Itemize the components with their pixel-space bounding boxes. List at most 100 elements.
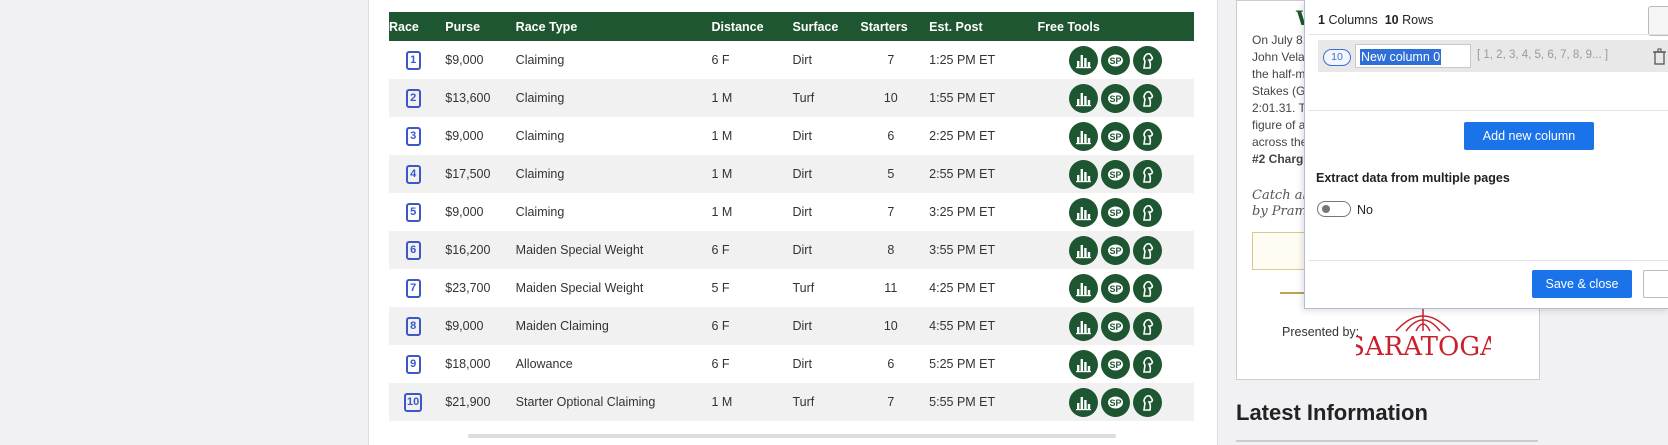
panel-divider [1308, 34, 1668, 35]
sidebar-callout-box [1252, 232, 1313, 270]
sp-icon[interactable]: SP [1101, 235, 1131, 265]
race-number-link[interactable]: 9 [405, 354, 421, 374]
bar-chart-icon[interactable] [1069, 235, 1099, 265]
sidebar-text-line: across the [1252, 135, 1308, 149]
sp-icon[interactable]: SP [1101, 349, 1131, 379]
bar-chart-icon[interactable] [1069, 349, 1099, 379]
table-header-row: Race Purse Race Type Distance Surface Starter… [389, 12, 1194, 41]
saratoga-logo[interactable]: SARATOGA [1356, 305, 1491, 365]
horse-head-icon[interactable] [1133, 197, 1163, 227]
save-close-button[interactable]: Save & close [1532, 270, 1632, 298]
latest-information-heading: Latest Information [1236, 400, 1428, 425]
free-tools-cell: SP [1038, 231, 1194, 269]
column-name-input[interactable]: New column 0 [1355, 44, 1471, 68]
bar-chart-icon[interactable] [1069, 311, 1099, 341]
race-number-link[interactable]: 8 [405, 316, 421, 336]
horse-head-icon[interactable] [1133, 235, 1163, 265]
race-type-cell: Claiming [515, 53, 565, 67]
horse-head-icon[interactable] [1133, 311, 1163, 341]
bar-chart-icon[interactable] [1069, 121, 1099, 151]
starters-cell: 6 [887, 129, 895, 143]
sidebar-text-line: 2:01.31. T [1252, 101, 1306, 115]
sp-icon[interactable]: SP [1101, 83, 1131, 113]
horse-head-icon[interactable] [1133, 45, 1163, 75]
horse-head-icon[interactable] [1133, 83, 1163, 113]
race-number-link[interactable]: 2 [405, 88, 421, 108]
sp-icon[interactable]: SP [1101, 273, 1131, 303]
horizontal-scrollbar[interactable] [468, 434, 1116, 438]
race-type-cell: Claiming [515, 91, 565, 105]
horse-head-icon[interactable] [1133, 387, 1163, 417]
race-number-link[interactable]: 10 [404, 392, 423, 412]
panel-menu-button[interactable] [1648, 6, 1668, 36]
sp-icon[interactable]: SP [1101, 121, 1131, 151]
free-tools-cell: SP [1038, 307, 1194, 345]
starters-cell: 7 [887, 53, 895, 67]
surface-cell: Dirt [792, 243, 812, 257]
column-preview-values: [ 1, 2, 3, 4, 5, 6, 7, 8, 9... ] [1477, 49, 1609, 61]
sp-icon[interactable]: SP [1101, 45, 1131, 75]
cancel-button[interactable] [1643, 270, 1668, 298]
race-number-link[interactable]: 6 [405, 240, 421, 260]
header-race-type: Race Type [515, 19, 578, 34]
post-time-cell: 2:55 PM ET [929, 167, 996, 181]
horse-head-icon[interactable] [1133, 349, 1163, 379]
bar-chart-icon[interactable] [1069, 387, 1099, 417]
free-tools-cell: SP [1038, 193, 1194, 231]
race-number-link[interactable]: 5 [405, 202, 421, 222]
sidebar-catch-text: Catch all by Pram [1252, 188, 1311, 220]
distance-cell: 6 F [711, 243, 730, 257]
free-tools-cell: SP [1038, 383, 1194, 421]
table-row: 7 $23,700 Maiden Special Weight 5 F Turf 11 4:… [389, 269, 1194, 307]
table-row: 3 $9,000 Claiming 1 M Dirt 6 2:25 PM ET SP [389, 117, 1194, 155]
free-tools-cell: SP [1038, 155, 1194, 193]
toggle-knob[interactable] [1322, 205, 1330, 213]
purse-cell: $9,000 [445, 129, 484, 143]
bar-chart-icon[interactable] [1069, 273, 1099, 303]
post-time-cell: 3:25 PM ET [929, 205, 996, 219]
surface-cell: Turf [792, 395, 815, 409]
sp-icon[interactable]: SP [1101, 159, 1131, 189]
purse-cell: $16,200 [445, 243, 491, 257]
sp-icon[interactable]: SP [1101, 197, 1131, 227]
column-name-text[interactable]: New column 0 [1360, 49, 1442, 65]
bar-chart-icon[interactable] [1069, 159, 1099, 189]
bar-chart-icon[interactable] [1069, 197, 1099, 227]
horse-head-icon[interactable] [1133, 273, 1163, 303]
add-new-column-button[interactable]: Add new column [1464, 122, 1594, 150]
post-time-cell: 1:25 PM ET [929, 53, 996, 67]
sp-icon[interactable]: SP [1101, 387, 1131, 417]
delete-column-icon[interactable] [1652, 48, 1668, 66]
starters-cell: 11 [884, 281, 898, 295]
post-time-cell: 5:25 PM ET [929, 357, 996, 371]
race-number-link[interactable]: 1 [405, 50, 421, 70]
race-number-cell: 4 [389, 155, 437, 193]
starters-cell: 6 [887, 357, 895, 371]
bar-chart-icon[interactable] [1069, 45, 1099, 75]
distance-cell: 1 M [711, 167, 733, 181]
header-free-tools: Free Tools [1037, 19, 1100, 34]
race-type-cell: Maiden Special Weight [515, 243, 644, 257]
distance-cell: 1 M [711, 129, 733, 143]
post-time-cell: 2:25 PM ET [929, 129, 996, 143]
race-type-cell: Maiden Claiming [515, 319, 609, 333]
sp-icon[interactable]: SP [1101, 311, 1131, 341]
purse-cell: $9,000 [445, 319, 484, 333]
sidebar-divider [1280, 292, 1310, 294]
column-count-badge: 10 [1323, 49, 1351, 66]
race-number-link[interactable]: 4 [405, 164, 421, 184]
surface-cell: Turf [792, 91, 815, 105]
table-row: 1 $9,000 Claiming 6 F Dirt 7 1:25 PM ET SP [389, 41, 1194, 79]
horse-head-icon[interactable] [1133, 121, 1163, 151]
race-number-link[interactable]: 3 [405, 126, 421, 146]
horse-head-icon[interactable] [1133, 159, 1163, 189]
svg-text:SP: SP [1110, 207, 1122, 217]
distance-cell: 1 M [711, 395, 733, 409]
svg-text:SP: SP [1110, 283, 1122, 293]
multi-page-toggle[interactable] [1317, 201, 1351, 217]
race-number-link[interactable]: 7 [405, 278, 421, 298]
race-type-cell: Claiming [515, 205, 565, 219]
svg-text:SP: SP [1110, 397, 1122, 407]
multi-page-toggle-label: No [1357, 203, 1373, 217]
bar-chart-icon[interactable] [1069, 83, 1099, 113]
